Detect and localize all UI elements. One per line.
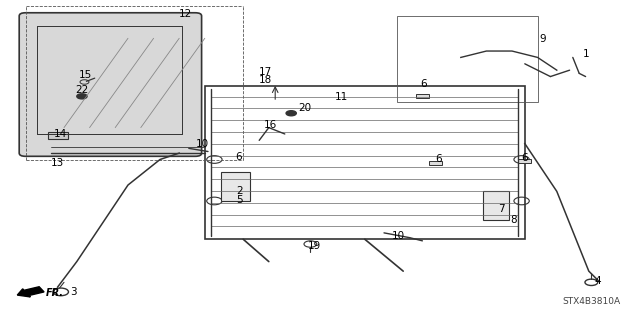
Text: 2: 2 [236, 186, 243, 197]
Text: 9: 9 [540, 34, 546, 44]
Text: 3: 3 [70, 287, 77, 297]
Text: 20: 20 [299, 103, 312, 114]
FancyArrow shape [17, 287, 44, 297]
FancyBboxPatch shape [19, 13, 202, 156]
Text: 6: 6 [236, 152, 242, 162]
Text: 15: 15 [79, 70, 92, 80]
Text: 6: 6 [435, 154, 442, 165]
Text: 10: 10 [196, 139, 209, 149]
Text: 18: 18 [259, 75, 272, 85]
Bar [397, 16, 538, 102]
Text: 10: 10 [392, 231, 404, 241]
Text: 11: 11 [335, 92, 348, 102]
Text: 8: 8 [510, 215, 516, 225]
Text: 14: 14 [54, 129, 67, 139]
Circle shape [77, 94, 87, 99]
Text: 22: 22 [76, 85, 88, 95]
Text: 13: 13 [51, 158, 64, 168]
Text: FR.: FR. [46, 288, 64, 298]
Text: 6: 6 [420, 78, 427, 89]
Text: 16: 16 [264, 120, 276, 130]
Text: 6: 6 [522, 153, 528, 163]
Bar [429, 161, 442, 165]
Bar [416, 94, 429, 98]
Bar [48, 132, 68, 139]
Text: 4: 4 [595, 276, 601, 286]
Bar [221, 172, 250, 201]
Text: 7: 7 [498, 204, 504, 214]
Text: 12: 12 [179, 9, 192, 19]
Text: 1: 1 [583, 49, 589, 59]
Bar [205, 86, 525, 239]
Text: 5: 5 [236, 195, 243, 205]
Text: STX4B3810A: STX4B3810A [563, 297, 621, 306]
Text: 19: 19 [308, 241, 321, 251]
Bar [518, 159, 531, 163]
Text: 17: 17 [259, 67, 272, 77]
Bar [483, 191, 509, 220]
Circle shape [286, 111, 296, 116]
